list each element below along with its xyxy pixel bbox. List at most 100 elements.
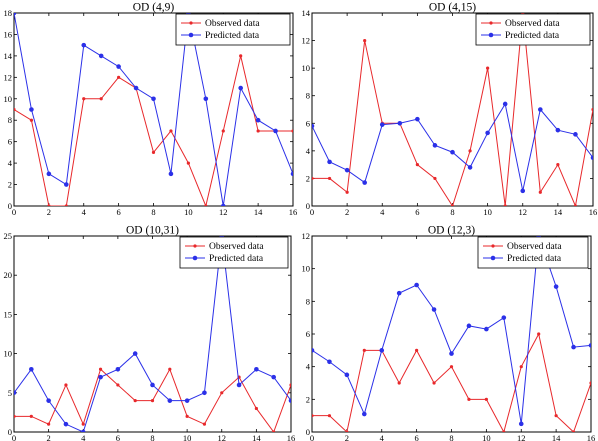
data-point bbox=[571, 430, 576, 432]
series-observed bbox=[312, 13, 593, 206]
series-predicted bbox=[14, 236, 291, 432]
y-tick-label: 8 bbox=[306, 91, 310, 101]
y-tick-label: 16 bbox=[4, 29, 13, 39]
data-point bbox=[168, 171, 174, 177]
data-point bbox=[202, 422, 207, 426]
legend-box bbox=[179, 236, 289, 269]
data-point bbox=[327, 414, 332, 418]
data-point bbox=[29, 414, 33, 418]
y-tick-label: 2 bbox=[306, 173, 310, 183]
series-line bbox=[312, 332, 591, 432]
series-observed bbox=[312, 332, 591, 432]
data-point bbox=[82, 97, 86, 101]
x-tick-label: 6 bbox=[415, 433, 419, 441]
data-point bbox=[64, 182, 69, 187]
chart-title: OD (4,15) bbox=[429, 2, 476, 14]
data-point bbox=[589, 381, 591, 385]
data-point bbox=[396, 290, 402, 296]
legend-entry: Observed data bbox=[205, 19, 260, 29]
data-point bbox=[133, 85, 139, 91]
data-point bbox=[116, 64, 121, 69]
data-point bbox=[98, 53, 104, 59]
data-point bbox=[220, 203, 226, 206]
x-tick-label: 16 bbox=[289, 207, 298, 217]
data-point bbox=[98, 367, 103, 371]
data-point bbox=[467, 165, 473, 170]
data-point bbox=[450, 204, 455, 206]
data-point bbox=[81, 422, 85, 426]
data-point bbox=[14, 107, 16, 112]
x-tick-label: 6 bbox=[116, 433, 120, 441]
data-point bbox=[63, 421, 69, 427]
data-point bbox=[312, 176, 314, 181]
data-point bbox=[518, 421, 524, 427]
y-tick-label: 0 bbox=[306, 201, 310, 211]
series-predicted bbox=[312, 101, 593, 194]
data-point bbox=[573, 204, 578, 206]
data-point bbox=[345, 430, 349, 432]
y-tick-label: 2 bbox=[8, 180, 12, 190]
data-point bbox=[238, 85, 243, 91]
series-observed bbox=[14, 54, 293, 206]
x-tick-label: 14 bbox=[252, 433, 261, 441]
series-line bbox=[312, 102, 593, 191]
x-tick-label: 10 bbox=[184, 207, 193, 217]
data-point bbox=[415, 348, 419, 352]
y-tick-label: 15 bbox=[4, 309, 13, 319]
data-point bbox=[379, 122, 385, 127]
legend-entry: Predicted data bbox=[209, 254, 264, 264]
data-point bbox=[168, 367, 172, 371]
data-point bbox=[573, 132, 578, 137]
y-tick-label: 0 bbox=[8, 201, 12, 211]
legend: Observed data Predicted data bbox=[475, 13, 591, 46]
data-point bbox=[291, 129, 293, 133]
data-point bbox=[202, 390, 207, 396]
data-point bbox=[256, 129, 260, 133]
data-point bbox=[255, 117, 261, 123]
x-tick-label: 10 bbox=[483, 207, 492, 217]
data-point bbox=[520, 188, 526, 194]
data-point bbox=[433, 176, 437, 181]
y-tick-label: 0 bbox=[306, 427, 310, 437]
data-point bbox=[450, 149, 455, 155]
data-point bbox=[151, 150, 156, 154]
data-point bbox=[468, 149, 472, 153]
data-point bbox=[538, 107, 543, 112]
data-point bbox=[272, 430, 276, 432]
legend: Observed data Predicted data bbox=[477, 236, 589, 269]
x-tick-label: 8 bbox=[151, 207, 155, 217]
chart-title: OD (10,31) bbox=[126, 225, 179, 237]
data-point bbox=[289, 383, 291, 387]
y-tick-label: 8 bbox=[306, 296, 310, 306]
data-point bbox=[14, 414, 16, 418]
data-point bbox=[555, 127, 561, 133]
x-tick-label: 4 bbox=[380, 433, 385, 441]
data-point bbox=[29, 118, 34, 122]
y-tick-label: 4 bbox=[306, 146, 311, 156]
y-tick-label: 10 bbox=[302, 264, 311, 274]
y-tick-label: 12 bbox=[4, 72, 13, 82]
x-tick-label: 8 bbox=[150, 433, 154, 441]
x-tick-label: 2 bbox=[345, 433, 349, 441]
legend-box bbox=[477, 236, 589, 269]
data-point bbox=[312, 414, 314, 418]
data-point bbox=[81, 42, 87, 48]
data-point bbox=[133, 399, 137, 403]
data-point bbox=[288, 398, 291, 403]
data-point bbox=[115, 366, 121, 372]
y-tick-label: 0 bbox=[8, 427, 12, 437]
chart-panel-4: OD (12,3) 0 2 4 6 8 10 12 14 16 0 2 4 6 8 10 12 Observed … bbox=[302, 225, 596, 441]
legend-entry: Predicted data bbox=[205, 31, 260, 41]
legend-swatch-marker bbox=[489, 21, 493, 25]
data-point bbox=[397, 120, 403, 126]
data-point bbox=[312, 348, 315, 353]
data-point bbox=[467, 397, 471, 401]
x-tick-label: 14 bbox=[554, 207, 563, 217]
chart-panel-2: OD (4,15) 0 2 4 6 8 10 12 14 16 0 2 4 6 8 10 12 14 Observe… bbox=[302, 2, 598, 218]
x-tick-label: 12 bbox=[519, 207, 528, 217]
legend-entry: Observed data bbox=[507, 242, 562, 252]
data-point bbox=[239, 54, 243, 58]
data-point bbox=[47, 422, 51, 426]
legend-swatch-marker bbox=[192, 255, 198, 261]
legend-swatch-marker bbox=[189, 21, 193, 25]
